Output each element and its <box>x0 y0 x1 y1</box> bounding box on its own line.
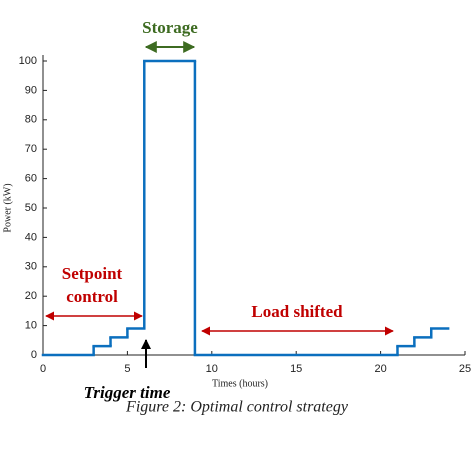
x-tick-label: 20 <box>374 363 386 375</box>
x-tick-label: 10 <box>206 363 218 375</box>
y-tick-label: 20 <box>25 290 37 302</box>
y-tick-label: 30 <box>25 261 37 273</box>
y-tick-label: 90 <box>25 84 37 96</box>
y-axis-label: Power (kW) <box>2 183 13 232</box>
annotation: Load shifted <box>251 302 343 321</box>
annotation: control <box>66 287 118 306</box>
y-tick-label: 70 <box>25 143 37 155</box>
y-tick-label: 80 <box>25 114 37 126</box>
x-tick-label: 0 <box>40 363 46 375</box>
caption: Figure 2: Optimal control strategy <box>125 399 349 416</box>
x-tick-label: 5 <box>124 363 130 375</box>
y-tick-label: 50 <box>25 202 37 214</box>
annotation: Setpoint <box>62 264 123 283</box>
y-tick-label: 100 <box>19 55 37 67</box>
annotation: Storage <box>142 18 198 37</box>
y-tick-label: 10 <box>25 320 37 332</box>
y-tick-label: 0 <box>31 349 37 361</box>
x-tick-label: 25 <box>459 363 471 375</box>
x-tick-label: 15 <box>290 363 302 375</box>
y-tick-label: 40 <box>25 231 37 243</box>
x-axis-label: Times (hours) <box>212 378 268 389</box>
annotation: Trigger time <box>84 383 171 402</box>
y-tick-label: 60 <box>25 173 37 185</box>
